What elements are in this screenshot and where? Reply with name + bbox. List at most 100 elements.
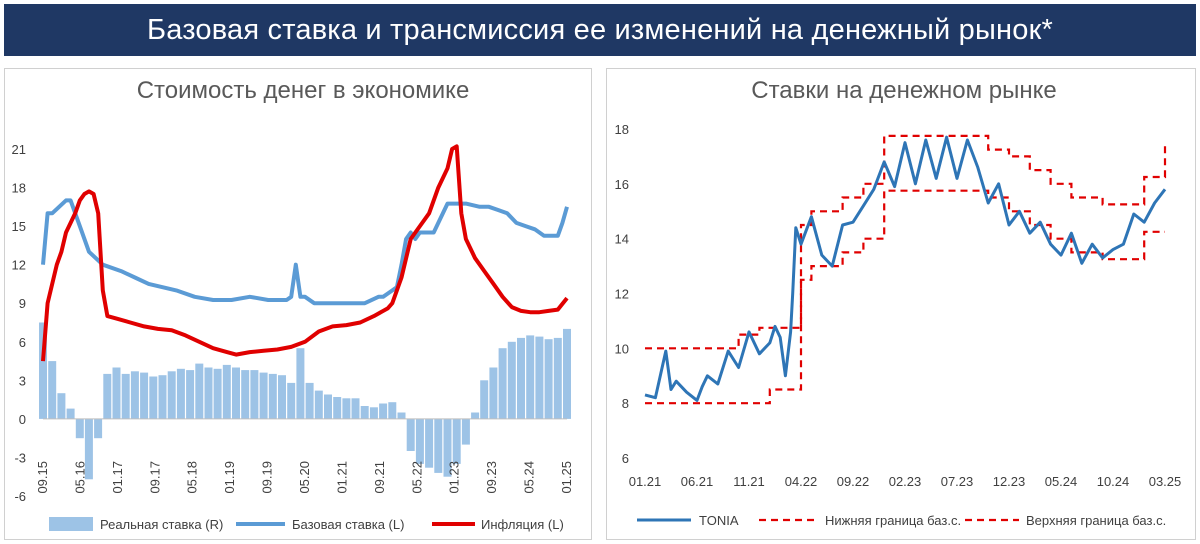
x-tick-label: 03.25 — [1149, 474, 1182, 489]
x-tick-label: 01.17 — [110, 461, 125, 494]
real-rate-bar — [351, 398, 360, 419]
real-rate-bar — [342, 398, 351, 419]
chart-cost-of-money: Стоимость денег в экономике -6 -3 0 3 6 9 12 15… — [12, 77, 574, 532]
real-rate-bar — [130, 371, 139, 419]
real-rate-bar — [480, 380, 489, 419]
real-rate-bar — [167, 371, 176, 419]
real-rate-bar — [507, 341, 516, 419]
x-tick-label: 09.17 — [147, 461, 162, 494]
x-tick-label: 09.22 — [837, 474, 870, 489]
real-rate-bar — [66, 408, 75, 419]
base-rate-line — [41, 198, 569, 306]
x-tick-label: 05.22 — [409, 461, 424, 494]
chart-panel-cost-of-money: Стоимость денег в экономике -6 -3 0 3 6 9 12 15… — [4, 68, 592, 540]
upper-bound-line — [645, 134, 1167, 350]
y-tick-label: -6 — [14, 489, 26, 504]
x-tick-label: 09.23 — [484, 461, 499, 494]
x-tick-label: 05.16 — [72, 461, 87, 494]
real-rate-bar — [103, 373, 112, 419]
real-rate-bar — [241, 370, 250, 419]
y-tick-label: 8 — [622, 396, 629, 411]
legend-label: Нижняя граница баз.с. — [825, 513, 961, 528]
real-rate-bar — [121, 373, 130, 419]
real-rate-bar — [268, 373, 277, 419]
real-rate-bar — [57, 393, 66, 419]
y-tick-label: 10 — [615, 341, 629, 356]
y-tick-label: 12 — [615, 287, 629, 302]
inflation-line — [41, 144, 569, 362]
x-tick-label: 06.21 — [681, 474, 714, 489]
banner: Базовая ставка и трансмиссия ее изменени… — [4, 4, 1196, 56]
real-rate-bar — [204, 367, 213, 419]
y-tick-label: -3 — [14, 450, 26, 465]
x-tick-label: 02.23 — [889, 474, 922, 489]
real-rate-bar — [406, 418, 415, 451]
real-rate-bar — [112, 367, 121, 419]
real-rate-bar — [452, 418, 461, 464]
real-rate-bar — [296, 348, 305, 419]
y-tick-label: 18 — [615, 122, 629, 137]
legend-label: Верхняя граница баз.с. — [1026, 513, 1166, 528]
x-tick-label: 09.19 — [260, 461, 275, 494]
x-tick-label: 07.23 — [941, 474, 974, 489]
real-rate-bar — [186, 370, 195, 419]
legend-label: Инфляция (L) — [481, 517, 564, 532]
real-rate-bar — [287, 382, 296, 419]
real-rate-bar — [434, 418, 443, 473]
real-rate-bar — [84, 418, 93, 480]
x-tick-label: 01.21 — [629, 474, 662, 489]
x-tick-label: 09.15 — [35, 461, 50, 494]
real-rate-bar — [415, 418, 424, 464]
real-rate-bar — [535, 336, 544, 419]
legend-label: Базовая ставка (L) — [292, 517, 404, 532]
real-rate-bar — [425, 418, 434, 468]
real-rate-bar — [39, 322, 47, 419]
x-tick-label: 01.19 — [222, 461, 237, 494]
y-tick-label: 12 — [12, 258, 26, 273]
real-rate-bar — [75, 418, 84, 439]
real-rate-bar — [563, 328, 571, 419]
x-tick-label: 05.24 — [1045, 474, 1078, 489]
banner-title: Базовая ставка и трансмиссия ее изменени… — [147, 13, 1053, 46]
real-rate-bar — [305, 382, 314, 419]
x-tick-label: 12.23 — [993, 474, 1026, 489]
x-tick-label: 11.21 — [733, 474, 765, 489]
chart-money-market-rates: Ставки на денежном рынке 6 8 10 12 14 16 18 01… — [615, 77, 1182, 528]
x-tick-label: 04.22 — [785, 474, 818, 489]
real-rate-bar — [333, 397, 342, 419]
legend-label: Реальная ставка (R) — [100, 517, 223, 532]
lower-bound-line — [645, 189, 1165, 405]
real-rate-bar — [553, 337, 562, 419]
y-tick-label: 16 — [615, 177, 629, 192]
real-rate-bar — [360, 406, 369, 419]
chart-title: Ставки на денежном рынке — [751, 77, 1056, 104]
x-tick-label: 05.24 — [522, 461, 537, 494]
y-tick-label: 21 — [12, 142, 26, 157]
x-tick-label: 01.23 — [447, 461, 462, 494]
real-rate-bar — [498, 348, 507, 419]
legend-label: TONIA — [699, 513, 739, 528]
tonia-line — [644, 135, 1167, 402]
y-tick-label: 0 — [19, 412, 26, 427]
real-rate-bar — [369, 407, 378, 419]
y-tick-label: 18 — [12, 181, 26, 196]
real-rate-bar — [388, 402, 397, 419]
real-rate-bar — [232, 367, 240, 419]
real-rate-bar — [314, 390, 323, 419]
y-tick-label: 14 — [615, 232, 629, 247]
real-rate-bar — [324, 394, 332, 419]
real-rate-bar — [195, 363, 204, 419]
real-rate-bar — [149, 376, 158, 419]
real-rate-bar — [526, 335, 535, 419]
x-tick-label: 01.21 — [334, 461, 349, 494]
real-rate-bar — [140, 372, 149, 419]
chart-title: Стоимость денег в экономике — [137, 77, 470, 104]
y-tick-label: 15 — [12, 219, 26, 234]
real-rate-bar — [48, 361, 57, 419]
x-tick-label: 05.20 — [297, 461, 312, 494]
legend-swatch-real-rate — [49, 517, 93, 531]
real-rate-bar — [517, 337, 525, 419]
real-rate-bar — [544, 339, 553, 419]
real-rate-bar — [250, 370, 259, 419]
y-tick-label: 3 — [19, 373, 26, 388]
